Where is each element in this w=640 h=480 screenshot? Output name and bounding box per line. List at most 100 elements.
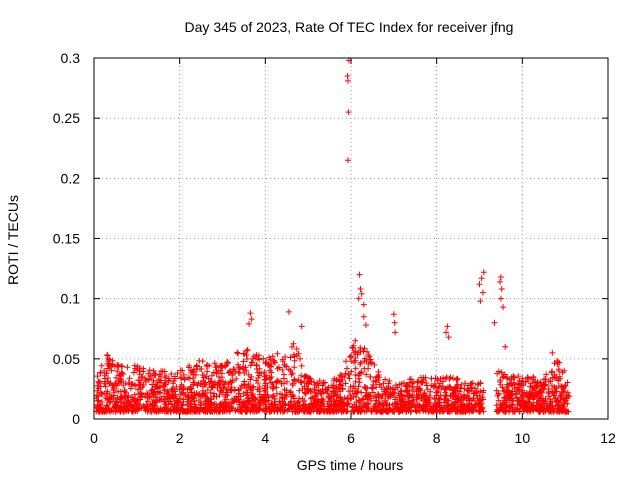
data-point	[364, 405, 371, 412]
data-point	[128, 394, 135, 401]
data-point	[280, 371, 287, 378]
data-point	[382, 391, 389, 398]
data-point	[125, 392, 132, 399]
data-point	[97, 401, 104, 408]
data-point	[184, 386, 191, 393]
data-point	[147, 372, 154, 379]
data-point	[181, 392, 188, 399]
data-point	[230, 366, 237, 373]
data-point	[273, 384, 280, 391]
data-point	[333, 377, 340, 384]
data-point	[556, 359, 563, 366]
data-point	[358, 290, 365, 297]
data-point	[291, 395, 298, 402]
data-point	[97, 383, 104, 390]
data-point	[394, 401, 401, 408]
data-point	[444, 402, 451, 409]
data-point	[127, 385, 134, 392]
data-point	[209, 384, 216, 391]
data-point	[494, 392, 501, 399]
data-point	[185, 392, 192, 399]
data-point	[381, 399, 388, 406]
data-point	[532, 405, 539, 412]
data-point	[136, 381, 143, 388]
data-point	[274, 377, 281, 384]
data-point	[549, 399, 556, 406]
data-point	[234, 349, 241, 356]
data-point	[498, 369, 505, 376]
y-tick-label: 0.25	[53, 110, 80, 126]
data-point	[299, 396, 306, 403]
y-tick-label: 0.1	[61, 291, 81, 307]
data-point	[500, 304, 507, 311]
data-point	[562, 395, 569, 402]
data-point	[234, 396, 241, 403]
data-point	[310, 400, 317, 407]
y-axis-label: ROTI / TECUs	[5, 195, 21, 285]
data-point	[357, 361, 364, 368]
data-point	[266, 367, 273, 374]
data-point	[449, 390, 456, 397]
data-point	[94, 373, 101, 380]
data-point	[378, 384, 385, 391]
data-point	[190, 395, 197, 402]
data-point	[449, 375, 456, 382]
data-point	[464, 392, 471, 399]
data-point	[442, 397, 449, 404]
data-point	[299, 403, 306, 410]
data-point	[262, 406, 269, 413]
data-point	[289, 382, 296, 389]
data-point	[441, 396, 448, 403]
data-point	[332, 389, 339, 396]
data-point	[98, 362, 105, 369]
data-point	[165, 408, 172, 415]
data-point	[198, 391, 205, 398]
data-point	[223, 360, 230, 367]
data-point	[447, 406, 454, 413]
data-point	[126, 375, 133, 382]
data-point	[514, 401, 521, 408]
data-point	[352, 404, 359, 411]
data-point	[525, 399, 532, 406]
data-point	[420, 377, 427, 384]
data-point	[300, 401, 307, 408]
data-point	[349, 344, 356, 351]
data-point	[397, 388, 404, 395]
data-point	[232, 386, 239, 393]
data-point	[177, 391, 184, 398]
data-point	[518, 381, 525, 388]
data-point	[512, 391, 519, 398]
data-point	[279, 391, 286, 398]
data-point	[293, 346, 300, 353]
data-point	[368, 407, 375, 414]
data-point	[303, 380, 310, 387]
x-tick-label: 12	[600, 430, 616, 446]
data-point	[343, 401, 350, 408]
y-tick-label: 0	[72, 411, 80, 427]
data-point	[213, 364, 220, 371]
data-point	[346, 375, 353, 382]
data-point	[207, 389, 214, 396]
data-point	[221, 399, 228, 406]
data-point	[161, 401, 168, 408]
data-point	[419, 392, 426, 399]
data-point	[375, 368, 382, 375]
data-point	[344, 395, 351, 402]
data-point	[452, 385, 459, 392]
data-point	[247, 362, 254, 369]
data-point	[468, 397, 475, 404]
data-point	[213, 393, 220, 400]
x-tick-labels: 0 2 4 6 8 10 12	[90, 430, 616, 446]
data-point	[233, 375, 240, 382]
data-point	[326, 393, 333, 400]
data-point	[256, 356, 263, 363]
data-point	[200, 377, 207, 384]
data-point	[303, 372, 310, 379]
data-point	[345, 157, 352, 164]
data-point	[399, 397, 406, 404]
data-point	[347, 383, 354, 390]
data-point	[148, 387, 155, 394]
data-point	[324, 386, 331, 393]
data-point	[110, 387, 117, 394]
data-point	[448, 393, 455, 400]
